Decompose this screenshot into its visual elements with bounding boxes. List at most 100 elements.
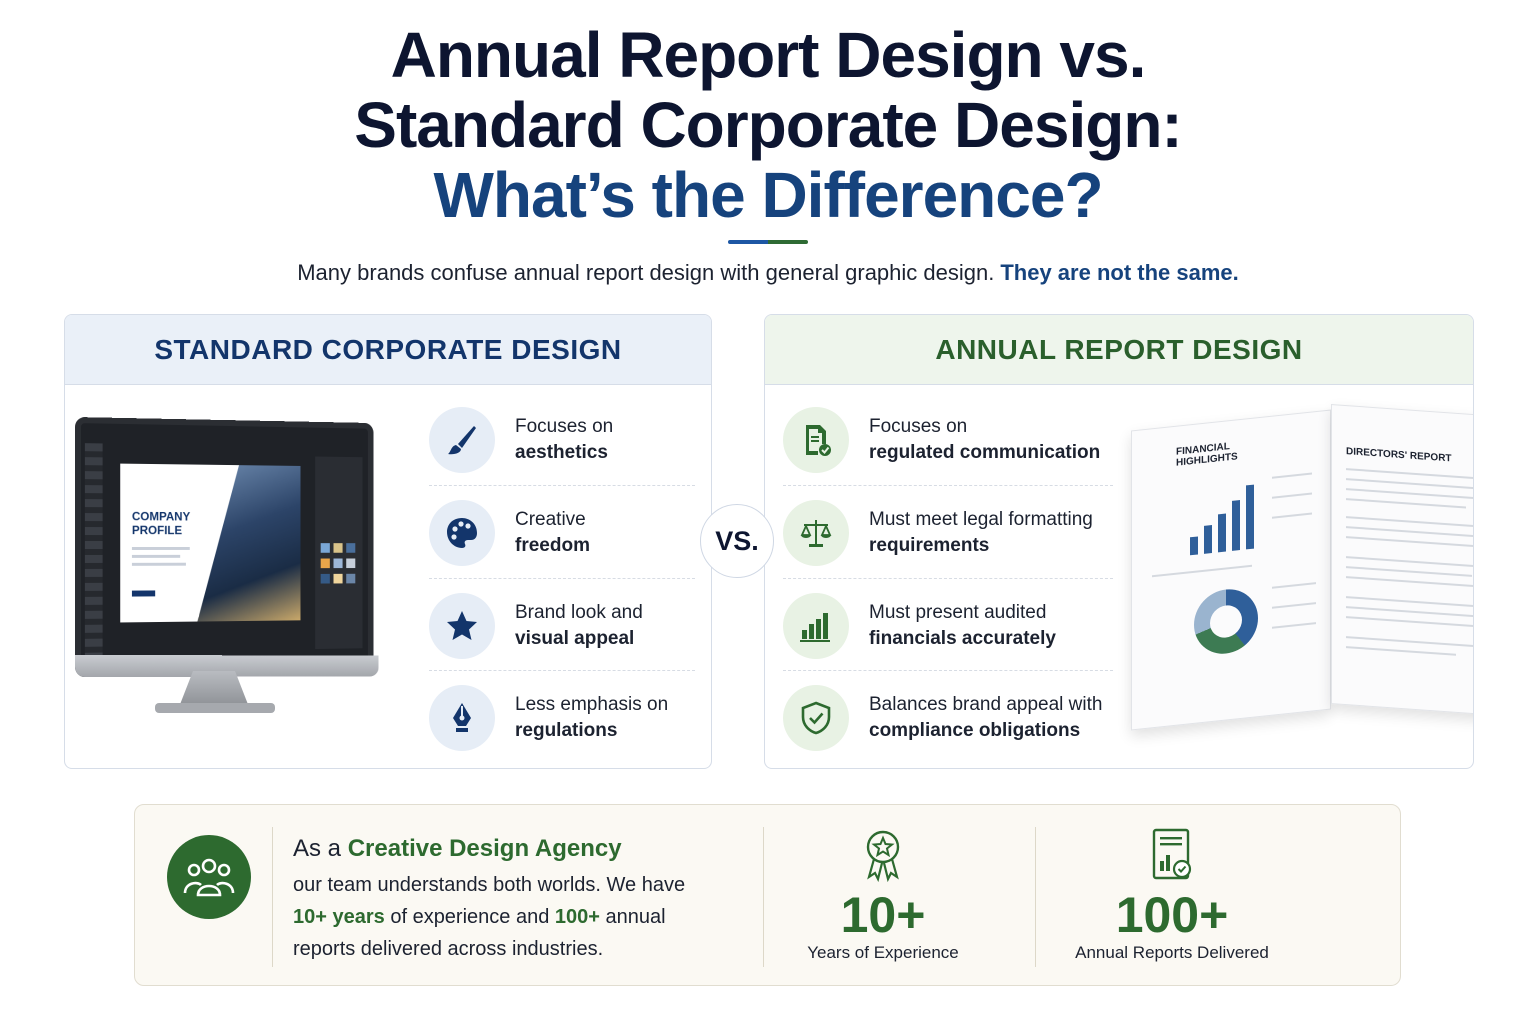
feature-brand-look: Brand look and visual appeal (429, 579, 695, 672)
agency-prefix: As a (293, 835, 341, 862)
paintbrush-icon (429, 407, 495, 473)
title-line-1: Annual Report Design vs. (0, 20, 1536, 90)
feature-line-2: regulations (515, 718, 668, 744)
text-placeholder (1272, 492, 1312, 498)
subtitle-emphasis: They are not the same. (1000, 260, 1238, 285)
palette-icon (429, 500, 495, 566)
text-placeholder (1346, 596, 1474, 608)
feature-line-1: Focuses on (869, 414, 1100, 440)
band-divider (272, 827, 273, 967)
swatch (346, 574, 355, 584)
monitor-mockup: COMPANY PROFILE (75, 417, 395, 717)
directors-report-label: DIRECTORS' REPORT (1346, 446, 1474, 467)
feature-text: Brand look and visual appeal (515, 600, 643, 652)
vs-badge: VS. (700, 504, 774, 578)
text-placeholder (1346, 566, 1472, 577)
feature-text: Balances brand appeal with compliance ob… (869, 692, 1102, 744)
annual-report-book-mockup: FINANCIAL HIGHLIGHTS DIRECTORS' REPORT (1121, 410, 1474, 740)
team-people-icon (167, 835, 251, 919)
text-placeholder (1346, 498, 1466, 508)
feature-line-2: freedom (515, 533, 590, 559)
feature-line-2: requirements (869, 533, 1093, 559)
standard-corporate-heading: STANDARD CORPORATE DESIGN (65, 315, 711, 385)
feature-line-1: Creative (515, 507, 590, 533)
agency-body-text: of experience and (390, 906, 549, 928)
feature-line-2: aesthetics (515, 440, 613, 466)
feature-legal-formatting: Must meet legal formatting requirements (783, 486, 1113, 579)
text-placeholder (132, 547, 190, 550)
agency-description: As a Creative Design Agency our team und… (293, 833, 753, 965)
agency-heading: As a Creative Design Agency (293, 833, 753, 865)
stat-reports-delivered: 100+ Annual Reports Delivered (1065, 827, 1279, 964)
annual-report-heading: ANNUAL REPORT DESIGN (765, 315, 1473, 385)
feature-line-1: Focuses on (515, 414, 613, 440)
feature-less-regulation: Less emphasis on regulations (429, 671, 695, 764)
feature-creative-freedom: Creative freedom (429, 486, 695, 579)
subtitle: Many brands confuse annual report design… (0, 260, 1536, 286)
annual-report-panel: ANNUAL REPORT DESIGN Focuses on regulate… (764, 314, 1474, 769)
text-placeholder (1346, 646, 1456, 656)
pen-nib-icon (429, 685, 495, 751)
text-placeholder (1272, 472, 1312, 478)
text-placeholder (1346, 606, 1474, 617)
agency-body: our team understands both worlds. We hav… (293, 869, 753, 965)
text-placeholder (1346, 478, 1474, 489)
title-line-2: Standard Corporate Design: (0, 90, 1536, 160)
stat-label: Years of Experience (783, 942, 983, 964)
star-icon (429, 593, 495, 659)
text-placeholder (1272, 602, 1316, 609)
swatch (321, 574, 330, 584)
years-highlight: 10+ years (293, 906, 385, 928)
page-title: Annual Report Design vs. Standard Corpor… (0, 20, 1536, 230)
text-placeholder (132, 555, 180, 558)
feature-line-2: regulated communication (869, 440, 1100, 466)
financial-highlights-label: FINANCIAL HIGHLIGHTS (1176, 439, 1246, 468)
text-placeholder (1346, 526, 1474, 537)
swatch (333, 543, 342, 553)
title-line-3: What’s the Difference? (0, 160, 1536, 230)
text-placeholder (1346, 516, 1474, 528)
feature-regulated-communication: Focuses on regulated communication (783, 393, 1113, 486)
stat-value: 100+ (1065, 888, 1279, 942)
text-placeholder (1272, 622, 1316, 629)
swatch (333, 558, 342, 568)
monitor-base (155, 703, 275, 713)
feature-text: Less emphasis on regulations (515, 692, 668, 744)
agency-body-text: reports delivered across industries. (293, 938, 603, 960)
award-ribbon-icon (860, 827, 906, 883)
stat-years-experience: 10+ Years of Experience (783, 827, 983, 964)
building-image (197, 465, 300, 622)
feature-aesthetics: Focuses on aesthetics (429, 393, 695, 486)
bar-chart-icon (783, 593, 849, 659)
scales-icon (783, 500, 849, 566)
chart-bar-graphic (1246, 485, 1254, 550)
text-placeholder (1346, 576, 1474, 588)
agency-body-text: annual (606, 906, 666, 928)
monitor-screen: COMPANY PROFILE (75, 417, 373, 677)
text-placeholder (1272, 582, 1316, 589)
text-placeholder (1346, 636, 1474, 648)
text-placeholder (1346, 536, 1474, 548)
feature-line-1: Must present audited (869, 600, 1056, 626)
band-divider (1035, 827, 1036, 967)
document-check-icon (783, 407, 849, 473)
feature-audited-financials: Must present audited financials accurate… (783, 579, 1113, 672)
swatch (346, 543, 355, 553)
text-placeholder (1346, 488, 1474, 500)
text-placeholder (1346, 468, 1474, 480)
book-right-page: DIRECTORS' REPORT (1331, 404, 1474, 716)
feature-text: Must present audited financials accurate… (869, 600, 1056, 652)
feature-line-2: visual appeal (515, 626, 643, 652)
swatch-panel (315, 457, 362, 649)
chart-bar-graphic (1232, 500, 1240, 551)
agency-name: Creative Design Agency (348, 835, 622, 862)
shield-check-icon (783, 685, 849, 751)
swatch (321, 559, 330, 569)
text-placeholder (1346, 616, 1474, 628)
book-left-page: FINANCIAL HIGHLIGHTS (1131, 409, 1331, 730)
report-document-icon (1149, 827, 1195, 883)
text-placeholder (1272, 512, 1312, 518)
swatch (346, 558, 355, 568)
subtitle-text: Many brands confuse annual report design… (297, 260, 994, 285)
swatch (333, 574, 342, 584)
